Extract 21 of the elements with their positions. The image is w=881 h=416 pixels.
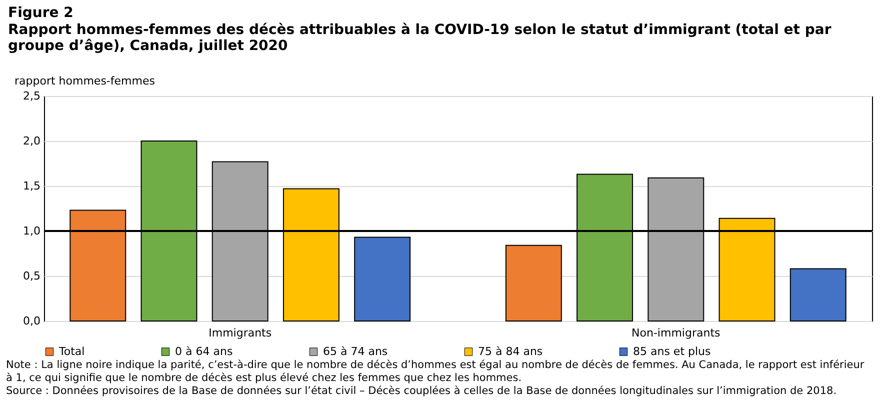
y-tick-label: 1,5: [23, 180, 40, 192]
bar: [790, 268, 846, 322]
legend-label: 85 ans et plus: [633, 344, 712, 358]
y-tick-label: 0,0: [23, 314, 40, 328]
chart-subtitle: Rapport hommes-femmes des décès attribuables à la COVID-19 selon le statut d’immigrant (total et par groupe d’âge), Canada, juillet 2020: [8, 22, 832, 54]
y-tick-label: 2,5: [23, 90, 40, 102]
y-tick-label: 2,0: [23, 134, 40, 148]
bar: [354, 236, 411, 322]
legend-label: Total: [58, 344, 85, 358]
x-tick-label: Non-immigrants: [632, 326, 721, 340]
legend-label: 0 à 64 ans: [175, 344, 233, 358]
y-axis-title: rapport hommes-femmes: [14, 74, 156, 88]
legend-label: 65 à 74 ans: [323, 344, 388, 358]
y-tick-label: 1,0: [23, 224, 40, 238]
chart-title: Figure 2: [8, 5, 74, 21]
legend-label: 75 à 84 ans: [478, 344, 543, 358]
source-note: Source : Données provisoires de la Base de données sur l’état civil – Décès couplées à celles de la Base de données longitudinales sur l’immigration de 2018.: [6, 385, 838, 398]
bar: [505, 244, 562, 322]
y-tick-label: 0,5: [23, 270, 40, 282]
text: Note : La ligne noire indique la parité, c’est-à-dire que le nombre de décès d’hommes est égal au nombre de décès de femmes. Au Canada, le rapport est inférieur à 1, ce qui signifie que le nombre de décès est plus élevé chez les femmes que chez les hommes.: [6, 359, 866, 385]
x-tick-label: Immigrants: [208, 326, 272, 340]
